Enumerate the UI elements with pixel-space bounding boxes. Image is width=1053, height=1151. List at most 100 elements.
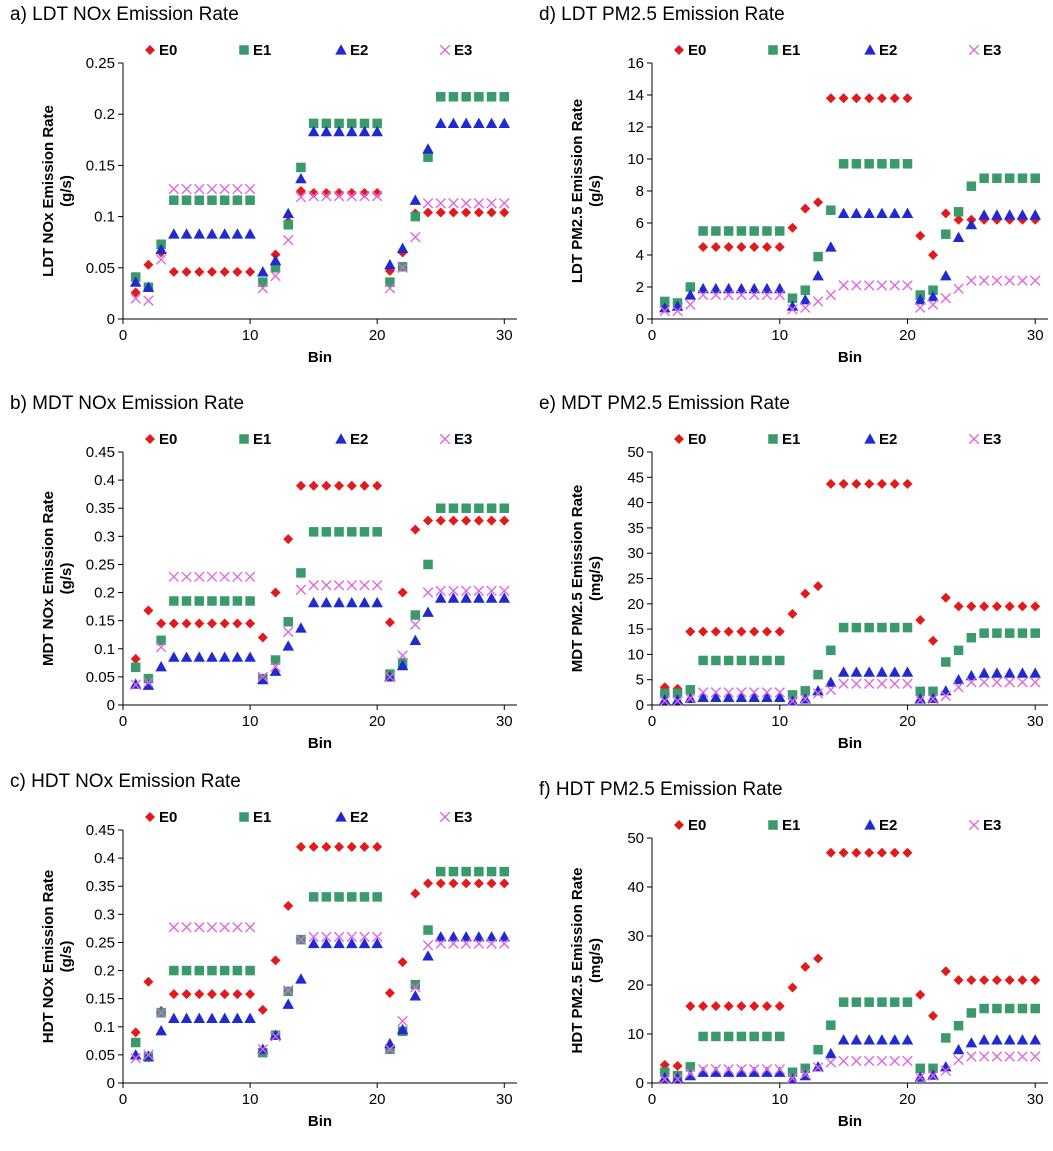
data-point [877, 159, 887, 169]
legend-item-e2: E2 [335, 42, 368, 59]
data-point [130, 1037, 141, 1048]
data-point [825, 847, 836, 858]
data-point [915, 1071, 926, 1083]
data-point [194, 965, 205, 976]
data-point [928, 1010, 939, 1021]
legend-marker-e0 [145, 812, 155, 822]
legend-item-e3: E3 [968, 431, 1001, 448]
data-point [257, 1004, 268, 1015]
data-point [1017, 275, 1028, 286]
data-point [761, 1064, 773, 1075]
data-point [966, 601, 977, 612]
data-point [889, 1055, 900, 1067]
legend-marker-e0 [674, 45, 684, 55]
data-point [864, 997, 874, 1007]
data-point [812, 1061, 824, 1072]
y-axis-unit-label: (mg/s) [587, 556, 604, 601]
data-point [735, 1066, 748, 1077]
data-point [384, 283, 396, 294]
data-point [748, 289, 760, 301]
chart-panel-a: a) LDT NOx Emission Rate E0 E1 E2 E3 0 0.05 0.1… [10, 4, 517, 366]
y-tick-label: 0.35 [86, 878, 115, 895]
data-point [1003, 1034, 1016, 1045]
data-point [193, 1012, 206, 1023]
data-point [761, 1001, 772, 1012]
data-point [749, 226, 759, 236]
y-tick-label: 0.1 [94, 641, 115, 658]
legend-label: E0 [159, 431, 177, 448]
data-point [269, 1029, 282, 1040]
legend-marker-e3 [968, 819, 980, 831]
data-point [813, 953, 824, 964]
data-point [722, 282, 735, 294]
x-tick-label: 30 [496, 1091, 513, 1108]
data-point [207, 965, 217, 976]
data-point [308, 480, 319, 491]
data-point [410, 982, 421, 993]
legend-label: E1 [782, 817, 800, 834]
data-point [499, 198, 510, 209]
data-point [877, 997, 887, 1007]
data-point [397, 587, 408, 598]
data-point [851, 678, 862, 689]
data-point [396, 659, 409, 671]
data-point [965, 1037, 978, 1048]
data-point [498, 592, 511, 603]
data-point [659, 305, 671, 317]
data-point [941, 657, 951, 667]
data-point [953, 207, 964, 217]
data-point [864, 159, 874, 169]
data-point [723, 1031, 734, 1042]
y-tick-label: 0.35 [86, 500, 115, 517]
y-tick-label: 10 [627, 646, 644, 663]
legend-item-e3: E3 [439, 42, 472, 59]
data-point [800, 1068, 811, 1080]
data-point [232, 922, 243, 933]
data-point [698, 1001, 709, 1012]
series-e1 [660, 159, 1040, 308]
data-point [448, 866, 459, 877]
data-point [295, 480, 306, 491]
data-point [231, 228, 244, 239]
data-point [257, 673, 269, 685]
legend-label: E2 [350, 809, 368, 826]
data-point [774, 1031, 785, 1042]
data-point [1029, 209, 1041, 220]
data-point [697, 1066, 709, 1077]
data-point [130, 1053, 141, 1064]
data-point [130, 287, 141, 298]
y-axis-label: LDT PM2.5 Emission Rate [569, 99, 586, 283]
data-point [902, 478, 913, 489]
series-e2 [659, 1034, 1041, 1084]
legend-label: E0 [688, 817, 706, 834]
data-point [915, 694, 926, 706]
data-point [902, 159, 913, 169]
data-point [347, 892, 357, 902]
data-point [194, 195, 205, 205]
chart-title: f) HDT PM2.5 Emission Rate [539, 779, 783, 800]
data-point [346, 480, 357, 491]
data-point [410, 888, 421, 899]
x-tick-label: 10 [771, 1091, 788, 1108]
data-point [346, 190, 358, 202]
data-point [685, 299, 696, 310]
data-point [447, 592, 460, 603]
data-point [915, 1063, 926, 1074]
data-point [219, 195, 230, 205]
data-point [129, 276, 142, 287]
series-e3 [130, 571, 510, 691]
data-point [1004, 1003, 1015, 1014]
data-point [722, 1066, 735, 1077]
data-point [723, 242, 734, 252]
data-point [423, 559, 433, 570]
legend-marker-e0 [145, 45, 155, 55]
data-point [269, 254, 282, 266]
data-point [461, 878, 472, 889]
data-point [659, 1059, 670, 1070]
data-point [346, 580, 358, 591]
y-tick-label: 4 [636, 247, 644, 264]
data-point [838, 847, 849, 858]
data-point [978, 209, 990, 220]
data-point [130, 662, 141, 673]
data-point [698, 226, 708, 236]
